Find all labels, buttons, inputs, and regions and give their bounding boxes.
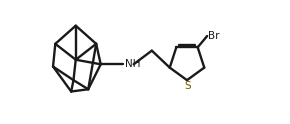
Text: S: S	[184, 81, 191, 91]
Text: NH: NH	[125, 59, 140, 69]
Text: Br: Br	[208, 31, 220, 41]
